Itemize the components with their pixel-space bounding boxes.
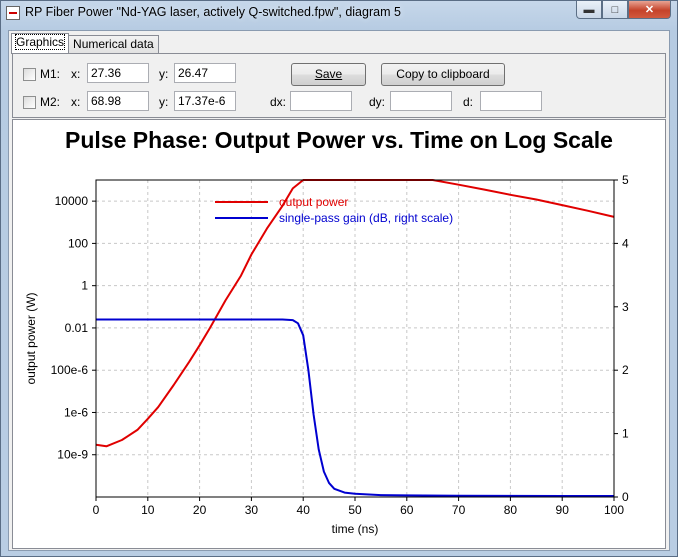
x-tick-label: 20: [193, 503, 207, 517]
x-tick-label: 0: [93, 503, 100, 517]
m1-label: M1:: [40, 67, 61, 81]
gain-line: [96, 318, 614, 497]
tab-numerical-data-label: Numerical data: [73, 37, 154, 51]
m2-x-label: x:: [71, 95, 81, 109]
y-tick-label: 10e-9: [57, 448, 88, 462]
x-tick-label: 10: [141, 503, 155, 517]
marker-panel: M1: x: 27.36 y: 26.47 Save Copy to clipb…: [12, 53, 666, 118]
m2-y-field[interactable]: 17.37e-6: [174, 91, 236, 111]
series-layer: [95, 179, 615, 497]
y-axis-right: 0 1 2 3 4 5: [614, 173, 629, 504]
m1-x-label: x:: [71, 67, 81, 81]
tab-graphics-label: Graphics: [14, 34, 66, 50]
d-field[interactable]: [480, 91, 542, 111]
m1-y-label: y:: [159, 67, 169, 81]
title-bar[interactable]: RP Fiber Power "Nd-YAG laser, actively Q…: [1, 1, 677, 27]
grid: [96, 180, 614, 497]
m1-x-field[interactable]: 27.36: [87, 63, 149, 83]
dx-label: dx:: [270, 95, 287, 109]
x-tick-label: 100: [604, 503, 624, 517]
y2-tick-label: 2: [622, 363, 629, 377]
y2-tick-label: 5: [622, 173, 629, 187]
d-label: d:: [463, 95, 474, 109]
y2-tick-label: 3: [622, 300, 629, 314]
window-title: RP Fiber Power "Nd-YAG laser, actively Q…: [25, 5, 401, 19]
dy-field[interactable]: [390, 91, 452, 111]
minimize-icon[interactable]: ▬: [576, 1, 602, 19]
y-tick-label: 1e-6: [64, 405, 88, 419]
y-tick-label: 0.01: [65, 321, 89, 335]
save-button[interactable]: Save: [291, 63, 366, 86]
y-axis-left: 10e-9 1e-6 100e-6 0.01 1 100 10000: [51, 194, 96, 462]
m2-checkbox[interactable]: [23, 96, 36, 109]
legend-label: single-pass gain (dB, right scale): [279, 211, 453, 225]
y-tick-label: 1: [81, 279, 88, 293]
window-controls: ▬ □ ✕: [576, 1, 671, 19]
y-axis-label: output power (W): [24, 292, 38, 384]
tab-strip: Graphics Numerical data: [11, 33, 159, 54]
legend-label: output power: [279, 195, 348, 209]
dx-field[interactable]: [290, 91, 352, 111]
x-axis-label: time (ns): [332, 522, 379, 536]
m2-y-label: y:: [159, 95, 169, 109]
x-tick-label: 40: [297, 503, 311, 517]
app-icon: [6, 6, 20, 20]
m1-checkbox[interactable]: [23, 68, 36, 81]
close-icon[interactable]: ✕: [628, 1, 671, 19]
tab-graphics[interactable]: Graphics: [11, 33, 70, 54]
m2-label: M2:: [40, 95, 61, 109]
x-tick-label: 90: [556, 503, 570, 517]
x-tick-label: 80: [504, 503, 518, 517]
client-area: Graphics Numerical data M1: x: 27.36 y: …: [8, 30, 670, 551]
plot-area[interactable]: Pulse Phase: Output Power vs. Time on Lo…: [12, 119, 666, 549]
chart-title: Pulse Phase: Output Power vs. Time on Lo…: [65, 127, 613, 153]
y-tick-label: 100: [68, 236, 88, 250]
x-tick-label: 70: [452, 503, 466, 517]
maximize-icon[interactable]: □: [602, 1, 628, 19]
y2-tick-label: 0: [622, 490, 629, 504]
y2-tick-label: 4: [622, 236, 629, 250]
m2-x-field[interactable]: 68.98: [87, 91, 149, 111]
y-tick-label: 10000: [55, 194, 89, 208]
save-button-label: Save: [314, 67, 343, 81]
output-power-line: [95, 179, 615, 448]
y2-tick-label: 1: [622, 427, 629, 441]
legend: output power single-pass gain (dB, right …: [215, 195, 453, 225]
x-tick-label: 30: [245, 503, 259, 517]
x-tick-label: 50: [348, 503, 362, 517]
y-tick-label: 100e-6: [51, 363, 89, 377]
x-axis: 0 10 20 30 40 50 60 70 80 90 100: [93, 497, 624, 517]
copy-to-clipboard-button[interactable]: Copy to clipboard: [381, 63, 505, 86]
m1-y-field[interactable]: 26.47: [174, 63, 236, 83]
x-tick-label: 60: [400, 503, 414, 517]
chart-svg: Pulse Phase: Output Power vs. Time on Lo…: [24, 127, 629, 536]
tab-numerical-data[interactable]: Numerical data: [68, 35, 159, 53]
dy-label: dy:: [369, 95, 386, 109]
